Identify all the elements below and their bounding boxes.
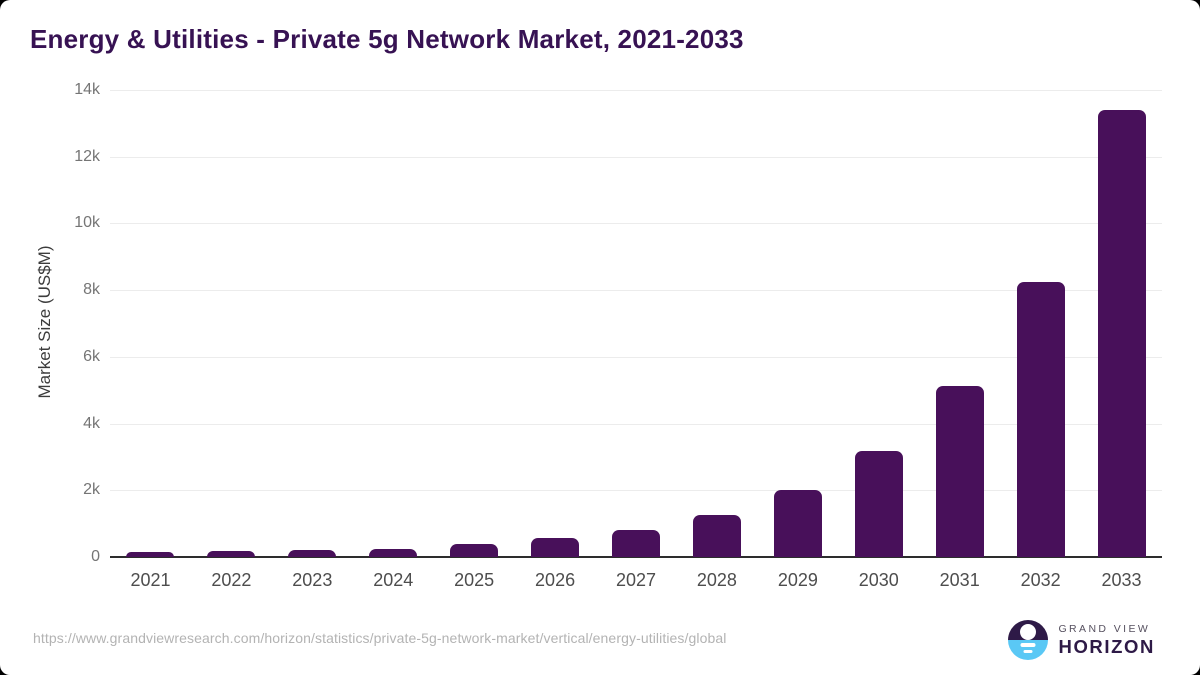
- bar-2029: [773, 489, 822, 557]
- gridline-4k: [110, 423, 1162, 425]
- y-tick-label-2k: 2k: [83, 481, 100, 499]
- logo-text: GRAND VIEW HORIZON: [1058, 622, 1155, 657]
- brand-logo: GRAND VIEW HORIZON: [1008, 620, 1155, 660]
- logo-reflection-dash: [1023, 649, 1033, 653]
- x-tick-label-2025: 2025: [454, 570, 495, 590]
- gridline-14k: [110, 90, 1162, 91]
- bar-2031: [935, 385, 984, 557]
- gridline-2k: [110, 490, 1162, 492]
- x-tick-label-2023: 2023: [292, 570, 333, 590]
- x-tick-label-2022: 2022: [211, 570, 252, 590]
- bar-2026: [531, 537, 580, 557]
- y-tick-label-6k: 6k: [83, 347, 100, 365]
- bar-2032: [1016, 281, 1065, 557]
- x-tick-label-2021: 2021: [130, 570, 171, 590]
- y-tick-label-8k: 8k: [83, 281, 100, 299]
- bar-2023: [288, 550, 337, 557]
- gridline-10k: [110, 223, 1162, 225]
- bar-2033: [1097, 110, 1146, 557]
- horizon-sun-logo-icon: [1008, 620, 1049, 660]
- y-tick-label-0: 0: [91, 548, 100, 565]
- plot-area: [110, 90, 1162, 558]
- bar-2024: [369, 548, 418, 557]
- bar-2022: [207, 550, 256, 557]
- logo-product-name: HORIZON: [1058, 636, 1155, 657]
- x-tick-label-2027: 2027: [615, 570, 657, 590]
- logo-brand-name: GRAND VIEW: [1058, 622, 1151, 635]
- y-tick-label-4k: 4k: [83, 414, 100, 432]
- bar-2030: [854, 450, 903, 557]
- logo-reflection-dash: [1020, 643, 1036, 647]
- x-tick-label-2028: 2028: [696, 570, 737, 590]
- bar-2028: [692, 514, 741, 557]
- x-tick-label-2030: 2030: [858, 570, 899, 590]
- x-tick-label-2031: 2031: [939, 570, 980, 590]
- bar-2021: [126, 551, 175, 557]
- y-tick-labels: 0 2k 4k 6k 8k 10k 12k 14k: [30, 81, 100, 565]
- x-tick-label-2032: 2032: [1020, 570, 1061, 590]
- x-tick-label-2026: 2026: [535, 570, 576, 590]
- x-tick-labels: 2021 2022 2023 2024 2025 2026 2027 2028 2029 2030…: [110, 570, 1162, 596]
- x-tick-label-2024: 2024: [373, 570, 414, 590]
- source-url: https://www.grandviewresearch.com/horizo…: [33, 630, 727, 646]
- gridline-6k: [110, 356, 1162, 358]
- logo-sun-shape: [1020, 624, 1037, 640]
- x-tick-label-2033: 2033: [1101, 570, 1142, 590]
- bar-2027: [612, 529, 660, 557]
- y-tick-label-12k: 12k: [74, 147, 100, 165]
- x-axis-line: [110, 556, 1162, 558]
- y-tick-label-14k: 14k: [74, 81, 100, 98]
- bar-2025: [450, 544, 499, 557]
- x-tick-label-2029: 2029: [777, 570, 818, 590]
- gridline-8k: [110, 290, 1162, 292]
- chart-title: Energy & Utilities - Private 5g Network …: [30, 24, 744, 54]
- y-tick-label-10k: 10k: [74, 214, 100, 232]
- gridline-12k: [110, 156, 1162, 158]
